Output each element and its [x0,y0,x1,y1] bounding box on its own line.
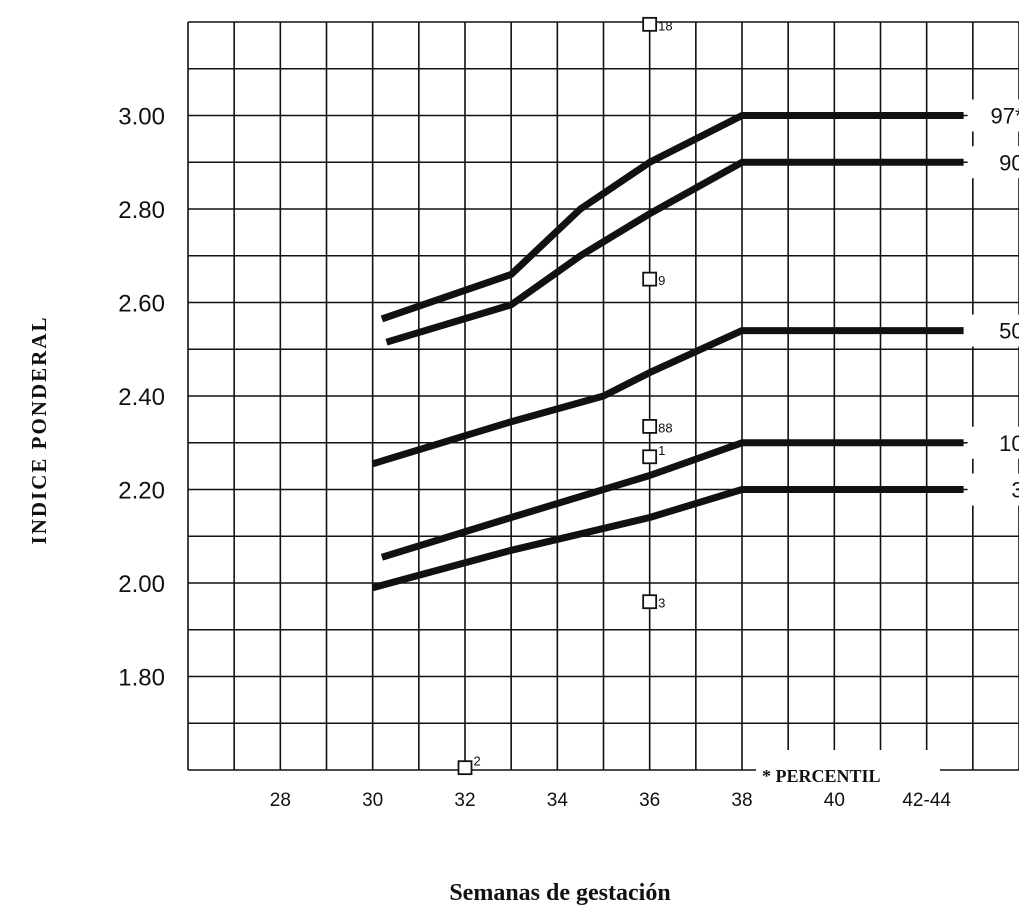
data-point-label: 88 [658,420,672,435]
data-point-label: 9 [658,273,665,288]
percentile-curve-90 [385,158,964,346]
percentile-curves [371,112,964,592]
percentile-label-10: 10 [999,431,1019,456]
data-points: 18 9 88 1 3 2 [457,16,673,776]
percentile-curve-10 [380,439,964,561]
y-tick-label: 2.80 [118,197,165,224]
x-tick-label: 36 [639,790,660,811]
y-tick-label: 2.20 [118,478,165,505]
percentile-curve-3 [371,486,964,592]
percentile-label-3: 3 [1011,478,1019,503]
percentile-label-bg [967,426,1019,459]
data-point-18 [642,16,658,32]
y-tick-label: 3.00 [118,104,165,131]
y-tick-label: 1.80 [118,665,165,692]
data-point-label: 3 [658,596,665,611]
y-axis-label: INDICE PONDERAL [27,316,51,545]
data-point-3 [642,594,658,610]
percentile-curve-97 [380,112,964,323]
data-point-9 [642,271,658,287]
data-point-1 [642,449,658,465]
x-axis-label: Semanas de gestación [449,880,670,906]
percentile-labels: 97* 90 50 10 3 [967,99,1019,506]
data-point-88 [642,418,658,434]
y-tick-label: 2.40 [118,384,165,411]
x-tick-labels: 28 30 32 34 36 38 40 42-44 [270,790,952,811]
x-tick-label: 28 [270,790,291,811]
x-tick-label: 34 [547,790,569,811]
percentile-label-bg [967,473,1019,506]
percentile-label-bg [967,146,1019,179]
data-point-label: 18 [658,18,672,33]
data-point-label: 2 [474,754,481,769]
percentile-label-50: 50 [999,319,1019,344]
x-tick-label: 38 [731,790,752,811]
x-tick-label: 42-44 [902,790,951,811]
x-tick-label: 40 [824,790,845,811]
percentile-note: * PERCENTIL [762,766,881,786]
x-tick-label: 30 [362,790,383,811]
percentile-label-bg [967,314,1019,347]
percentile-curve-50 [371,327,964,468]
data-point-2 [457,760,473,776]
y-tick-labels: 1.80 2.00 2.20 2.40 2.60 2.80 3.00 [118,104,165,692]
y-tick-label: 2.60 [118,291,165,318]
data-point-label: 1 [658,443,665,458]
percentile-label-97: 97* [991,104,1019,129]
x-tick-label: 32 [454,790,475,811]
y-tick-label: 2.00 [118,571,165,598]
percentile-label-bg [967,99,1019,132]
annotation-box [756,750,940,788]
percentile-label-90: 90 [999,150,1019,175]
